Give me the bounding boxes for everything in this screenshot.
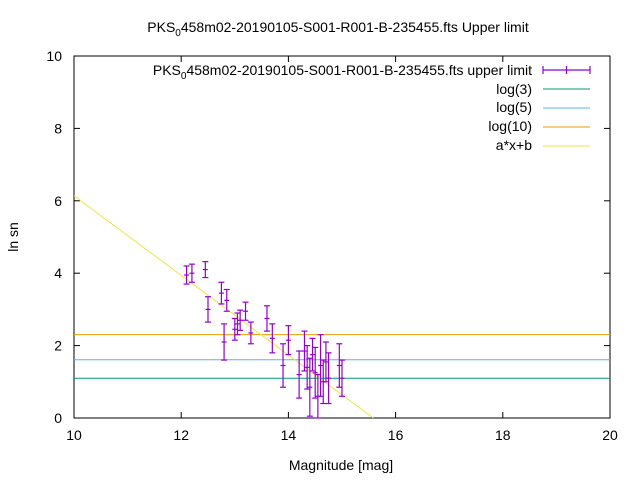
y-axis-label: ln sn [5, 222, 21, 252]
x-tick-label-0: 10 [66, 427, 82, 443]
data-point-26 [325, 352, 332, 405]
data-point-20 [309, 337, 316, 372]
data-point-9 [237, 309, 244, 331]
data-point-17 [301, 330, 308, 372]
y-tick-label-0: 0 [54, 410, 62, 426]
x-axis-label: Magnitude [mag] [289, 457, 393, 473]
y-tick-label-2: 4 [54, 265, 62, 281]
x-tick-label-3: 16 [388, 427, 404, 443]
data-point-14 [280, 343, 287, 388]
data-point-3 [205, 296, 211, 323]
data-point-7 [231, 317, 238, 341]
chart-title: PKS0458m02-20190105-S001-R001-B-235455.f… [147, 19, 529, 39]
y-tick-label-3: 6 [54, 193, 62, 209]
data-point-8 [234, 312, 241, 336]
y-tick-label-5: 10 [46, 48, 62, 64]
data-point-2 [202, 261, 209, 279]
legend-marks [542, 66, 591, 147]
data-point-4 [218, 281, 225, 305]
legend-label-log5: log(5) [496, 99, 532, 115]
data-point-18 [304, 345, 311, 390]
data-points-layer [183, 261, 345, 419]
data-point-5 [221, 323, 228, 361]
data-point-27 [336, 343, 343, 388]
data-point-12 [263, 305, 270, 332]
data-point-11 [247, 321, 254, 345]
data-point-28 [339, 359, 345, 397]
legend-label-log10: log(10) [488, 118, 532, 134]
y-tick-label-4: 8 [54, 120, 62, 136]
data-point-15 [285, 325, 292, 356]
plot-frame [73, 55, 611, 419]
x-tick-label-2: 14 [281, 427, 297, 443]
legend-label-points: PKS0458m02-20190105-S001-R001-B-235455.f… [153, 62, 532, 82]
data-point-10 [242, 301, 249, 321]
data-point-19 [306, 357, 313, 417]
x-tick-label-1: 12 [173, 427, 189, 443]
plot-frame-layer: 10 12 14 16 18 20 0 2 4 6 8 10 [46, 48, 618, 443]
data-point-16 [296, 350, 303, 399]
x-tick-label-4: 18 [495, 427, 511, 443]
data-point-6 [223, 288, 230, 312]
data-point-0 [183, 265, 190, 285]
y-tick-label-1: 2 [54, 338, 62, 354]
data-point-21 [312, 346, 319, 399]
legend: PKS0458m02-20190105-S001-R001-B-235455.f… [153, 62, 591, 153]
x-tick-label-5: 20 [602, 427, 618, 443]
data-point-13 [269, 323, 276, 354]
legend-label-fit: a*x+b [496, 137, 532, 153]
data-point-25 [322, 341, 329, 383]
legend-label-log3: log(3) [496, 81, 532, 97]
data-point-1 [188, 263, 195, 283]
data-point-23 [317, 334, 324, 397]
